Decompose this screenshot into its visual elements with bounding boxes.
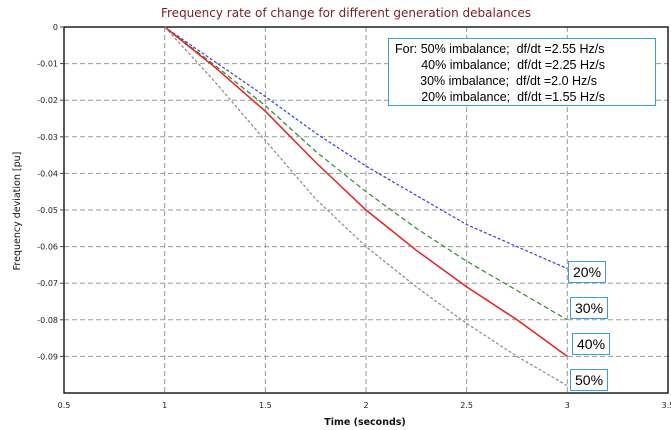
y-tick-label: -0.08 xyxy=(37,316,58,325)
chart-title: Frequency rate of change for different g… xyxy=(161,6,531,20)
y-tick-label: -0.03 xyxy=(37,133,58,142)
x-tick-label: 2.5 xyxy=(460,401,473,410)
annotation-line-40: 40% imbalance; df/dt =2.25 Hz/s xyxy=(421,58,605,72)
end-label-50: 50% xyxy=(570,369,609,391)
end-label-30: 30% xyxy=(570,297,609,319)
y-tick-label: -0.09 xyxy=(37,352,58,361)
series-line-40pct xyxy=(164,26,568,358)
series-line-50pct xyxy=(164,26,568,387)
x-tick-label: 2 xyxy=(363,401,368,410)
x-tick-label: 1 xyxy=(162,401,167,410)
x-tick-label: 1.5 xyxy=(259,401,272,410)
y-tick-label: -0.07 xyxy=(37,279,58,288)
annotation-line-30: 30% imbalance; df/dt =2.0 Hz/s xyxy=(420,74,597,88)
x-axis-title: Time (seconds) xyxy=(324,417,406,428)
y-tick-label: 0 xyxy=(53,23,58,32)
y-tick-label: -0.06 xyxy=(37,243,58,252)
series-lines xyxy=(164,26,568,387)
y-tick-label: -0.05 xyxy=(37,206,58,215)
rate-annotation-box: For: 50% imbalance; df/dt =2.55 Hz/s 40%… xyxy=(388,38,656,106)
end-label-20: 20% xyxy=(568,261,607,283)
x-tick-label: 3 xyxy=(565,401,570,410)
series-line-30pct xyxy=(164,26,568,321)
y-axis-title: Frequency deviation [pu] xyxy=(12,152,23,271)
x-tick-label: 0.5 xyxy=(58,401,71,410)
y-tick-label: -0.02 xyxy=(37,96,58,105)
y-tick-label: -0.01 xyxy=(37,60,58,69)
tick-labels: 0.5 1 1.5 2 2.5 3 3.5 0 -0.01 -0.02 -0.03 -0.04 -0.0… xyxy=(37,23,671,410)
series-line-20pct xyxy=(164,26,568,270)
annotation-line-20: 20% imbalance; df/dt =1.55 Hz/s xyxy=(421,90,605,104)
end-label-40: 40% xyxy=(572,333,611,355)
y-tick-label: -0.04 xyxy=(37,169,58,178)
x-tick-label: 3.5 xyxy=(662,401,671,410)
annotation-line-50: For: 50% imbalance; df/dt =2.55 Hz/s xyxy=(395,42,605,56)
